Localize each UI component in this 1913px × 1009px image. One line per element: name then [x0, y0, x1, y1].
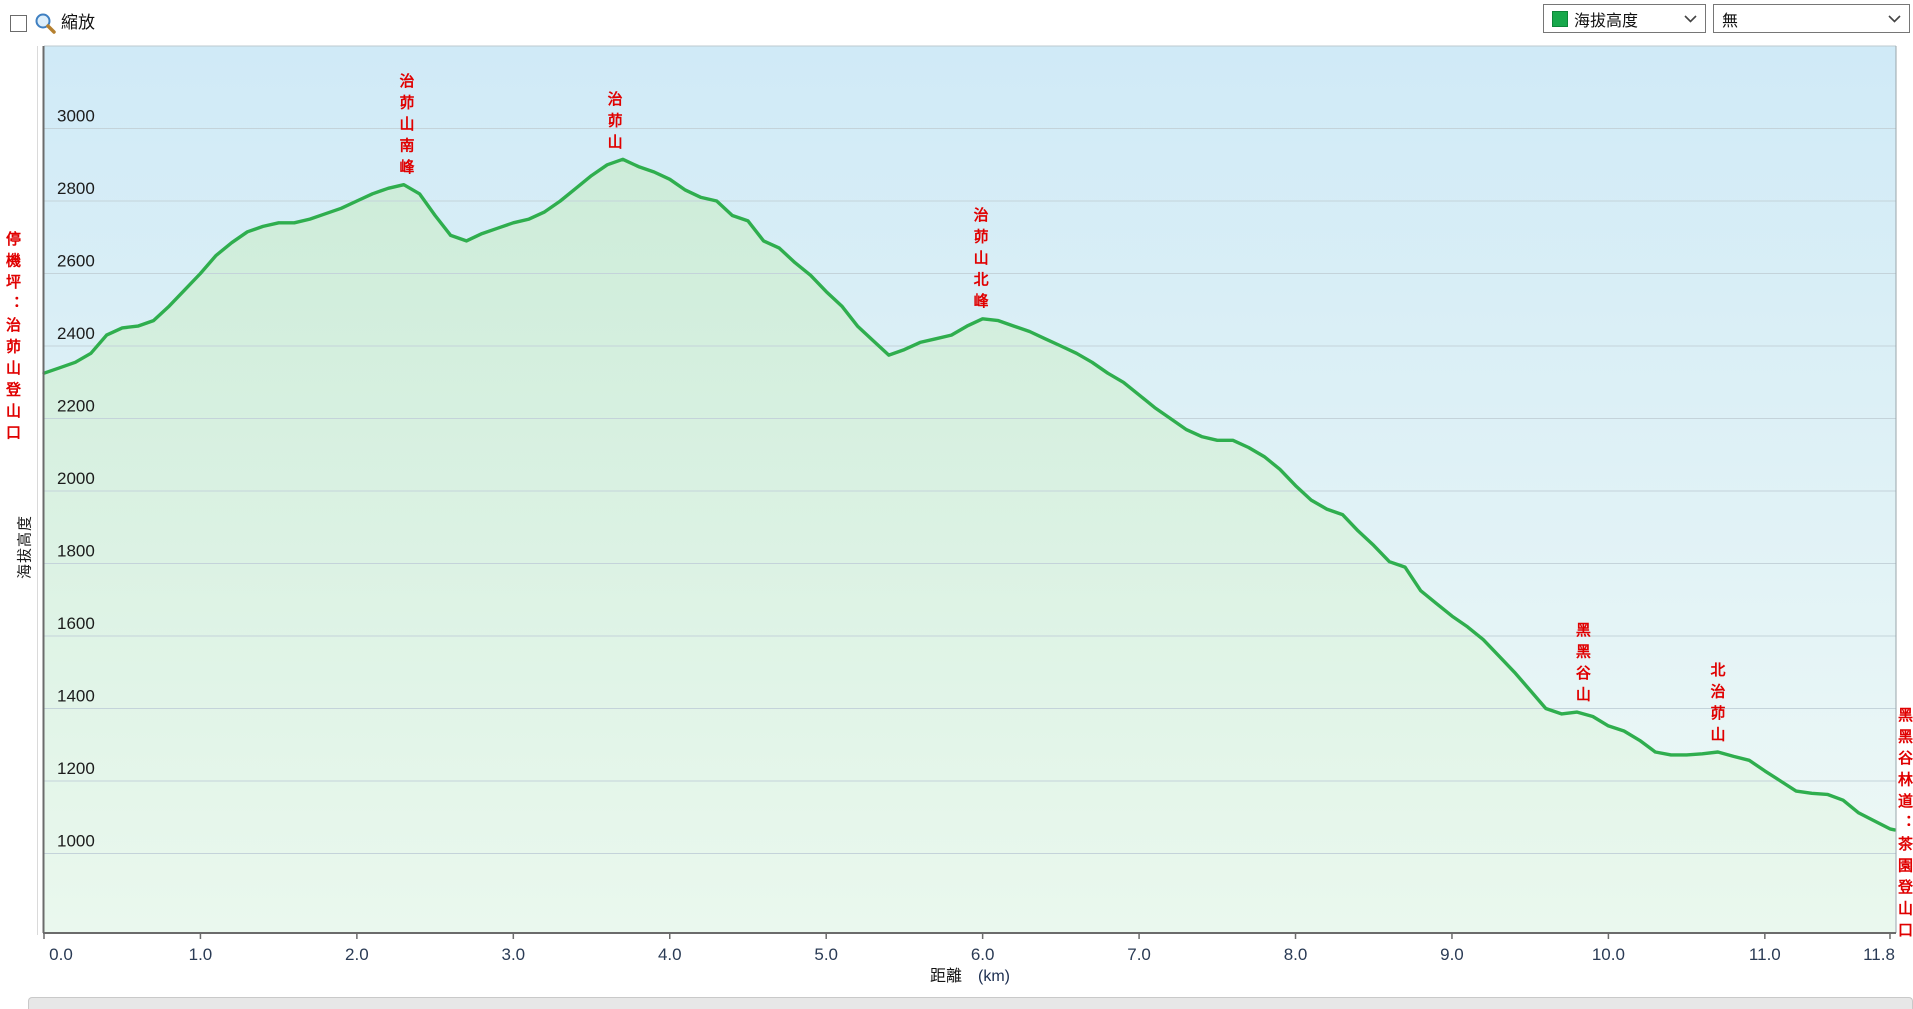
x-tick-label: 4.0 — [658, 945, 682, 964]
overlay-select[interactable]: 無 — [1713, 4, 1910, 33]
x-tick-label: 5.0 — [814, 945, 838, 964]
waypoint-label: 治茆山 — [605, 90, 623, 156]
y-axis-title: 海拔高度 — [16, 514, 34, 580]
overlay-select-value: 無 — [1722, 12, 1739, 30]
x-tick-label: 1.0 — [189, 945, 213, 964]
x-tick-label: 0.0 — [49, 945, 73, 964]
panel-left-edge — [37, 46, 38, 935]
x-tick-label: 7.0 — [1127, 945, 1151, 964]
y-tick-label: 1000 — [57, 832, 95, 851]
chevron-down-icon — [1888, 14, 1901, 23]
magnifier-icon — [33, 11, 57, 35]
y-tick-label: 2000 — [57, 469, 95, 488]
zoom-label: 縮放 — [61, 13, 95, 32]
waypoint-label: 治茆山南峰 — [397, 73, 415, 181]
zoom-checkbox[interactable] — [10, 14, 27, 32]
elevation-area — [44, 159, 1895, 934]
x-tick-label: 11.8 — [1863, 945, 1895, 964]
waypoint-label: 黑黑谷山 — [1573, 622, 1591, 709]
chevron-down-icon — [1684, 14, 1697, 23]
y-tick-label: 1200 — [57, 759, 95, 778]
x-axis-title: 距離 (km) — [930, 962, 1010, 986]
x-tick-label: 11.0 — [1749, 945, 1781, 964]
x-tick-label: 3.0 — [501, 945, 525, 964]
series-color-swatch — [1552, 10, 1568, 27]
waypoint-label: 黑黑谷林道：茶園登山口 — [1896, 706, 1913, 944]
waypoint-label: 治茆山北峰 — [971, 207, 989, 315]
series-select[interactable]: 海拔高度 — [1543, 4, 1706, 33]
y-tick-label: 1400 — [57, 687, 95, 706]
y-tick-label: 2200 — [57, 397, 95, 416]
y-tick-label: 2400 — [57, 324, 95, 343]
y-tick-label: 1600 — [57, 614, 95, 633]
waypoint-label: 北治茆山 — [1708, 662, 1726, 748]
y-tick-label: 1800 — [57, 542, 95, 561]
zoom-control-group: 縮放 — [10, 11, 95, 35]
x-tick-label: 8.0 — [1284, 945, 1308, 964]
x-axis-unit: (km) — [978, 968, 1010, 985]
y-tick-label: 2800 — [57, 179, 95, 198]
x-axis-title-text: 距離 — [930, 968, 963, 985]
bottom-panel-edge[interactable] — [28, 997, 1913, 1009]
chart-canvas[interactable]: 1000 1200 1400 1600 1800 2000 2200 2400 2600 2800… — [0, 40, 1913, 995]
toolbar: 縮放 海拔高度 無 — [0, 0, 1913, 40]
x-tick-label: 2.0 — [345, 945, 369, 964]
y-tick-label: 2600 — [57, 252, 95, 271]
x-tick-label: 9.0 — [1440, 945, 1464, 964]
y-tick-label: 3000 — [57, 107, 95, 126]
waypoint-label: 停機坪：治茆山登山口 — [4, 230, 21, 446]
elevation-line — [42, 157, 1897, 832]
x-tick-label: 6.0 — [971, 945, 995, 964]
x-tick-label: 10.0 — [1592, 945, 1625, 964]
series-select-value: 海拔高度 — [1574, 12, 1639, 30]
elevation-profile-chart: 1000 1200 1400 1600 1800 2000 2200 2400 2600 2800… — [0, 40, 1913, 995]
